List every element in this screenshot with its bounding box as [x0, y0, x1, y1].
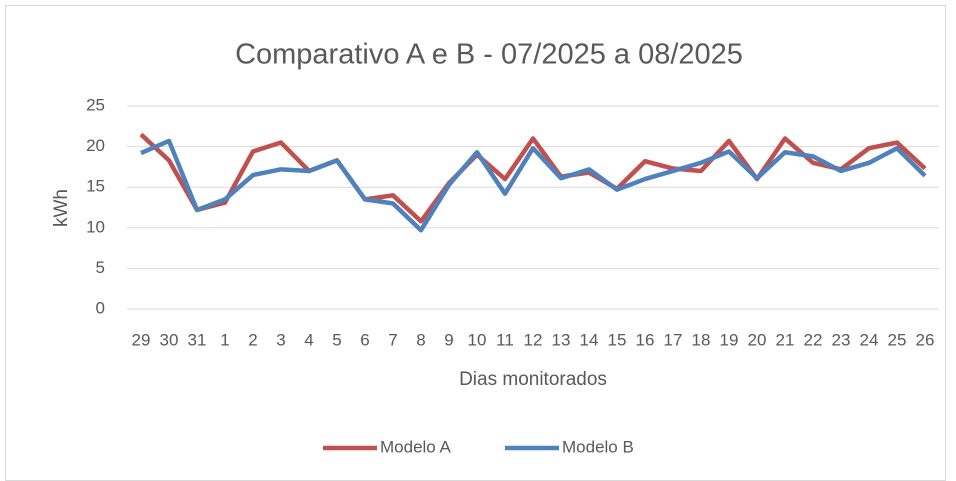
x-tick-label: 29	[132, 330, 151, 349]
x-tick-label: 20	[748, 330, 767, 349]
x-tick-label: 31	[188, 330, 207, 349]
chart-border	[5, 5, 946, 481]
y-tick-label: 25	[86, 95, 105, 114]
x-tick-label: 5	[332, 330, 341, 349]
x-tick-label: 30	[160, 330, 179, 349]
legend-label: Modelo A	[380, 437, 452, 456]
x-tick-label: 17	[664, 330, 683, 349]
x-tick-label: 12	[524, 330, 543, 349]
y-axis-label: kWh	[51, 189, 72, 227]
x-tick-label: 10	[468, 330, 487, 349]
y-tick-label: 20	[86, 136, 105, 155]
x-tick-label: 14	[580, 330, 599, 349]
x-tick-label: 26	[916, 330, 935, 349]
x-tick-label: 9	[444, 330, 453, 349]
x-tick-label: 8	[416, 330, 425, 349]
x-tick-label: 25	[888, 330, 907, 349]
x-tick-label: 6	[360, 330, 369, 349]
x-tick-label: 18	[692, 330, 711, 349]
x-tick-label: 11	[496, 330, 514, 349]
x-tick-label: 2	[248, 330, 257, 349]
y-tick-label: 10	[86, 217, 105, 236]
x-tick-label: 3	[276, 330, 285, 349]
data-line	[140, 138, 927, 233]
x-tick-label: 23	[832, 330, 851, 349]
y-tick-label: 0	[96, 298, 105, 317]
y-tick-label: 5	[96, 258, 105, 277]
x-tick-label: 15	[608, 330, 627, 349]
x-tick-label: 7	[388, 330, 397, 349]
x-tick-label: 1	[220, 330, 229, 349]
x-tick-label: 21	[776, 330, 795, 349]
x-tick-label: 22	[804, 330, 823, 349]
x-tick-label: 4	[304, 330, 313, 349]
y-tick-label: 15	[86, 177, 105, 196]
x-tick-label: 16	[636, 330, 655, 349]
x-tick-label: 24	[860, 330, 879, 349]
x-tick-label: 19	[720, 330, 739, 349]
x-axis-label: Dias monitorados	[459, 369, 607, 390]
x-tick-label: 13	[552, 330, 571, 349]
legend-label: Modelo B	[562, 437, 634, 456]
data-line	[139, 132, 927, 224]
chart-title: Comparativo A e B - 07/2025 a 08/2025	[235, 39, 743, 71]
